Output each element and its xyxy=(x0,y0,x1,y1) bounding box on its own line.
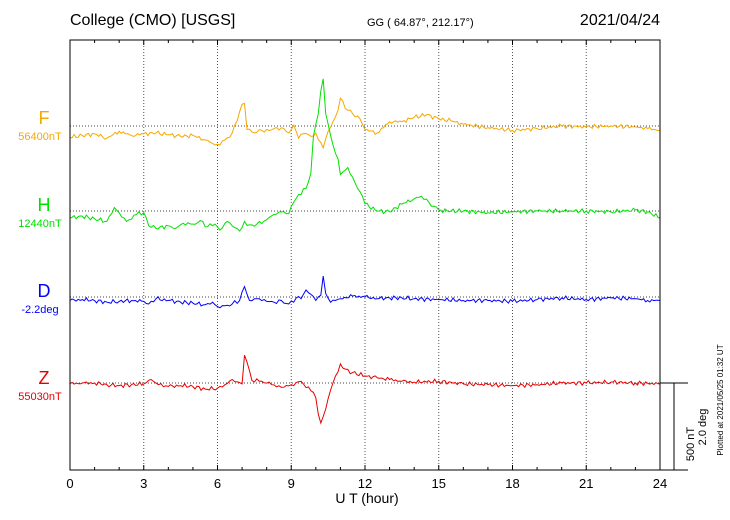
plotted-note: Plotted at 2021/05/25 01:32 UT xyxy=(716,344,725,455)
x-tick-label: 18 xyxy=(505,476,519,491)
x-ticks: 0 3 6 9 12 15 18 21 24 xyxy=(66,40,667,491)
x-tick-label: 6 xyxy=(214,476,221,491)
date-label: 2021/04/24 xyxy=(579,12,660,29)
component-baseline-d: -2.2deg xyxy=(21,304,58,316)
series-line-h xyxy=(69,78,661,232)
component-name-d: D xyxy=(38,281,51,301)
component-name-f: F xyxy=(39,108,50,128)
series-line-z xyxy=(69,355,661,425)
component-baseline-f: 56400nT xyxy=(18,131,62,143)
scale-deg-label: 2.0 deg xyxy=(697,409,709,446)
series-line-d xyxy=(69,276,661,309)
grid xyxy=(143,40,587,470)
baselines xyxy=(70,125,660,384)
component-name-z: Z xyxy=(39,368,50,388)
x-tick-label: 12 xyxy=(358,476,372,491)
x-tick-label: 0 xyxy=(66,476,73,491)
x-axis-title: U T (hour) xyxy=(335,490,398,506)
component-name-h: H xyxy=(38,195,51,215)
scale-nt-label: 500 nT xyxy=(685,427,697,462)
component-baseline-z: 55030nT xyxy=(18,391,62,403)
series-line-f xyxy=(69,97,661,150)
plot-frame xyxy=(69,39,661,471)
x-tick-label: 15 xyxy=(432,476,446,491)
series-lines xyxy=(69,78,661,425)
x-tick-label: 21 xyxy=(579,476,593,491)
coordinates-label: GG ( 64.87°, 212.17°) xyxy=(367,17,474,29)
x-tick-label: 3 xyxy=(140,476,147,491)
scale-bar: 500 nT 2.0 deg xyxy=(660,382,709,471)
component-baseline-h: 12440nT xyxy=(18,218,62,230)
x-tick-label: 9 xyxy=(288,476,295,491)
station-title: College (CMO) [USGS] xyxy=(70,12,236,29)
component-labels: F 56400nT H 12440nT D -2.2deg Z 55030nT xyxy=(18,108,62,403)
x-tick-label: 24 xyxy=(653,476,667,491)
